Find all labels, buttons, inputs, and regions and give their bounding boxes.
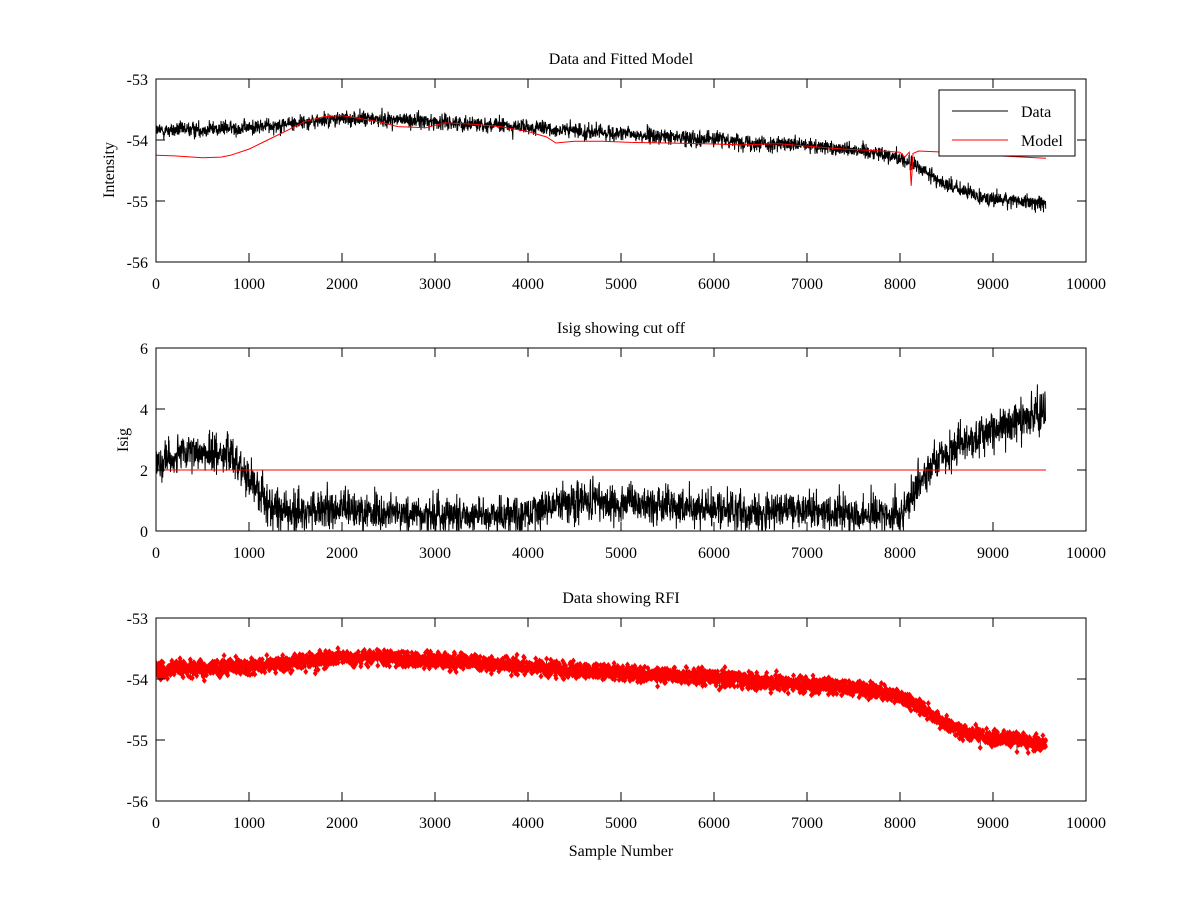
x-tick-label: 6000 bbox=[698, 276, 730, 293]
panel-isig-cut-off: Isig showing cut off Isig 0 1000 2000 3000 4… bbox=[115, 320, 1106, 562]
y-tick-label: 2 bbox=[140, 463, 148, 480]
axis-ticks: 0 1000 2000 3000 4000 5000 6000 7000 8000 9000 100… bbox=[127, 72, 1106, 293]
x-tick-label: 10000 bbox=[1066, 815, 1106, 832]
legend-box bbox=[938, 89, 1076, 157]
x-tick-label: 3000 bbox=[419, 815, 451, 832]
legend-label-model: Model bbox=[1021, 133, 1063, 150]
x-tick-label: 2000 bbox=[326, 815, 358, 832]
plot-area bbox=[156, 645, 1049, 756]
y-tick-label: 4 bbox=[140, 402, 148, 419]
x-tick-label: 10000 bbox=[1066, 276, 1106, 293]
x-tick-label: 1000 bbox=[233, 815, 265, 832]
panel-data-showing-rfi: Data showing RFI 0 1000 2000 3000 4000 5000 60… bbox=[127, 590, 1106, 860]
y-tick-label: -55 bbox=[127, 194, 148, 211]
x-tick-label: 10000 bbox=[1066, 545, 1106, 562]
x-tick-label: 1000 bbox=[233, 276, 265, 293]
x-tick-label: 5000 bbox=[605, 545, 637, 562]
x-tick-label: 5000 bbox=[605, 276, 637, 293]
legend-label-data: Data bbox=[1021, 104, 1051, 121]
y-tick-label: -54 bbox=[127, 133, 148, 150]
x-tick-label: 6000 bbox=[698, 815, 730, 832]
chart-title: Data showing RFI bbox=[562, 590, 679, 607]
plot-area bbox=[156, 384, 1047, 531]
x-tick-label: 5000 bbox=[605, 815, 637, 832]
y-tick-label: -56 bbox=[127, 794, 148, 811]
x-tick-label: 8000 bbox=[884, 276, 916, 293]
y-tick-label: -53 bbox=[127, 72, 148, 89]
y-tick-label: 6 bbox=[140, 341, 148, 358]
x-tick-label: 4000 bbox=[512, 815, 544, 832]
x-tick-label: 9000 bbox=[977, 815, 1009, 832]
x-axis-label: Sample Number bbox=[569, 843, 674, 860]
x-tick-label: 9000 bbox=[977, 276, 1009, 293]
y-tick-label: -55 bbox=[127, 733, 148, 750]
y-tick-label: 0 bbox=[140, 524, 148, 541]
x-tick-label: 0 bbox=[152, 815, 160, 832]
x-tick-label: 3000 bbox=[419, 276, 451, 293]
y-axis-label: Isig bbox=[115, 428, 132, 452]
series-data-line bbox=[156, 107, 1047, 213]
x-tick-label: 8000 bbox=[884, 545, 916, 562]
chart-title: Isig showing cut off bbox=[557, 320, 686, 337]
x-tick-label: 1000 bbox=[233, 545, 265, 562]
series-isig-line bbox=[156, 384, 1047, 531]
series-model-line bbox=[156, 115, 1047, 186]
x-tick-label: 4000 bbox=[512, 545, 544, 562]
y-axis-label: Intensity bbox=[101, 142, 118, 198]
axis-ticks: 0 1000 2000 3000 4000 5000 6000 7000 8000 9000 100… bbox=[140, 341, 1106, 562]
x-tick-label: 4000 bbox=[512, 276, 544, 293]
panel-data-and-fitted-model: Data and Fitted Model Intensity 0 1000 200… bbox=[101, 51, 1106, 293]
y-tick-label: -56 bbox=[127, 255, 148, 272]
x-tick-label: 7000 bbox=[791, 276, 823, 293]
axis-ticks: 0 1000 2000 3000 4000 5000 6000 7000 8000 9000 100… bbox=[127, 611, 1106, 832]
plot-area bbox=[156, 107, 1047, 213]
x-tick-label: 7000 bbox=[791, 545, 823, 562]
series-rfi-markers bbox=[156, 645, 1049, 756]
x-tick-label: 0 bbox=[152, 545, 160, 562]
x-tick-label: 0 bbox=[152, 276, 160, 293]
x-tick-label: 2000 bbox=[326, 276, 358, 293]
x-tick-label: 6000 bbox=[698, 545, 730, 562]
x-tick-label: 2000 bbox=[326, 545, 358, 562]
legend: Data Model bbox=[938, 89, 1076, 157]
x-tick-label: 8000 bbox=[884, 815, 916, 832]
y-tick-label: -53 bbox=[127, 611, 148, 628]
x-tick-label: 9000 bbox=[977, 545, 1009, 562]
x-tick-label: 3000 bbox=[419, 545, 451, 562]
x-tick-label: 7000 bbox=[791, 815, 823, 832]
chart-title: Data and Fitted Model bbox=[549, 51, 694, 68]
y-tick-label: -54 bbox=[127, 672, 148, 689]
